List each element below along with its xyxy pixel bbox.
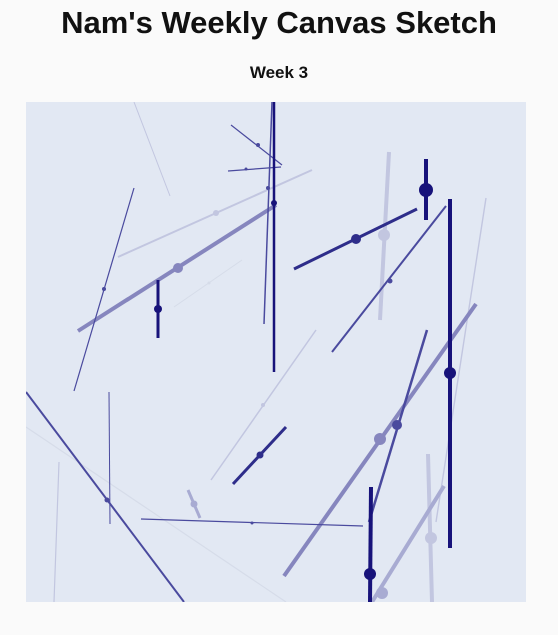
sketch-dot [387, 278, 393, 284]
sketch-dot [271, 200, 277, 206]
sketch-dot [104, 497, 110, 503]
sketch-stroke [368, 486, 373, 602]
sketch-stroke [26, 391, 185, 602]
sketch-dot [364, 568, 376, 580]
sketch-dot [256, 451, 264, 459]
sketch-dot [190, 500, 198, 508]
sketch-dot [425, 532, 437, 544]
sketch-dot [154, 305, 162, 313]
sketch-dot [419, 183, 433, 197]
sketch-dot [102, 287, 106, 291]
sketch-dot [250, 521, 254, 525]
sketch-stroke [26, 426, 287, 602]
sketch-dot [374, 433, 386, 445]
sketch-stroke [108, 391, 111, 525]
sketch-dot [256, 143, 260, 147]
sketch-stroke [53, 461, 60, 602]
sketch-dot [173, 263, 183, 273]
sketch-dot [376, 587, 388, 599]
sketch-dot [351, 234, 361, 244]
sketch-dot [207, 281, 211, 285]
sketch-dot [244, 167, 248, 171]
sketch-dot [213, 210, 219, 216]
page-subtitle: Week 3 [249, 63, 309, 82]
sketch-dot [261, 403, 265, 407]
sketch-stroke [426, 453, 434, 602]
sketch-stroke [435, 197, 487, 523]
sketch-dot [378, 229, 390, 241]
sketch-stroke [133, 102, 171, 197]
sketch-stroke [227, 166, 282, 172]
sketch-canvas [26, 102, 526, 602]
sketch-dot [392, 420, 402, 430]
page-title: Nam's Weekly Canvas Sketch [61, 5, 497, 40]
sketch-stroke [370, 484, 446, 602]
sketch-dot [444, 367, 456, 379]
sketch-dot [266, 186, 270, 190]
sketch-stroke [263, 102, 273, 325]
sketch-drawing [26, 102, 526, 602]
